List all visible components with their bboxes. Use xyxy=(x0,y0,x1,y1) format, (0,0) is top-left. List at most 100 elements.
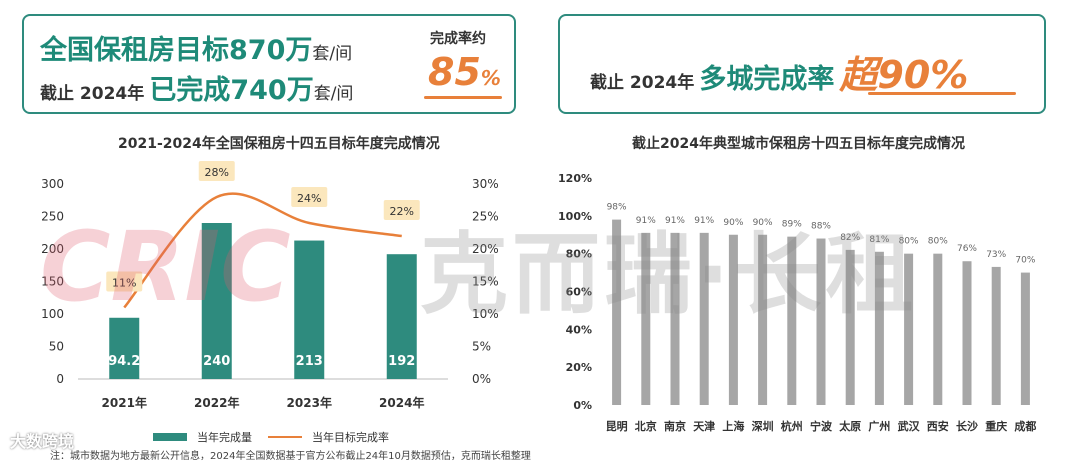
x-tick-label: 天津 xyxy=(693,419,715,433)
target-unit: 套/间 xyxy=(312,44,353,64)
bar-city-rate xyxy=(758,234,768,405)
legend-line-swatch xyxy=(268,436,302,438)
y-tick: 80% xyxy=(566,248,592,261)
bar-city-rate xyxy=(845,249,855,405)
y-right-tick: 25% xyxy=(472,210,499,224)
rate-underline xyxy=(424,96,502,99)
bar-city-rate xyxy=(904,253,914,405)
bar-value-label: 90% xyxy=(753,218,773,228)
y-right-tick: 20% xyxy=(472,242,499,256)
y-tick: 20% xyxy=(566,361,592,374)
x-tick-label: 长沙 xyxy=(956,419,978,433)
brand-watermark: 大数跨境 xyxy=(10,432,75,451)
chart2-title: 截止2024年典型城市保租房十四五目标年度完成情况 xyxy=(632,136,965,152)
cities-big: 超90% xyxy=(839,53,969,97)
bar-value-label: 89% xyxy=(782,220,802,230)
bar-value-label: 80% xyxy=(899,237,919,247)
x-tick-label: 2021年 xyxy=(102,395,147,410)
rate-label: 完成率约 xyxy=(430,31,486,47)
line-value-label: 28% xyxy=(205,166,229,179)
footnote: 注：城市数据为地方最新公开信息，2024年全国数据基于官方公布截止24年10月数… xyxy=(50,451,531,462)
target-line: 全国保租房目标870万套/间 xyxy=(40,28,352,67)
line-label-bg xyxy=(383,200,420,220)
x-tick-label: 2023年 xyxy=(287,395,332,410)
bar-completion xyxy=(294,240,325,379)
bar-city-rate xyxy=(933,253,943,405)
x-tick-label: 重庆 xyxy=(985,419,1007,433)
line-label-bg xyxy=(198,161,235,181)
bar-city-rate xyxy=(1020,272,1030,405)
x-tick-label: 2024年 xyxy=(379,395,424,410)
bar-city-rate xyxy=(787,236,797,405)
y-tick: 40% xyxy=(566,323,592,336)
legend-line-label: 当年目标完成率 xyxy=(312,431,389,444)
y-left-tick: 50 xyxy=(49,340,64,354)
line-label-bg xyxy=(291,187,328,207)
bar-city-rate xyxy=(670,232,680,405)
bar-value-label: 76% xyxy=(957,244,977,254)
x-tick-label: 广州 xyxy=(868,419,890,433)
bar-city-rate xyxy=(641,232,651,405)
x-tick-label: 西安 xyxy=(927,419,949,433)
legend-bar: 当年完成量 xyxy=(153,429,252,445)
y-tick: 100% xyxy=(558,210,592,223)
legend-bar-label: 当年完成量 xyxy=(197,431,252,444)
summary-box-national: 全国保租房目标870万套/间 截止 2024年 已完成740万套/间 完成率约 … xyxy=(22,14,516,114)
y-right-tick: 5% xyxy=(472,340,491,354)
x-tick-label: 成都 xyxy=(1014,419,1036,433)
completed-number: 740万 xyxy=(230,75,314,106)
bar-value-label: 98% xyxy=(607,203,627,213)
line-label-bg xyxy=(106,271,143,292)
rate-percent-sign: % xyxy=(480,66,501,90)
bar-completion xyxy=(386,254,417,379)
cities-line: 截止 2024年 多城完成率 超90% xyxy=(590,44,968,99)
bar-value-label: 192 xyxy=(388,354,415,369)
bar-value-label: 81% xyxy=(869,235,889,245)
bar-city-rate xyxy=(991,266,1001,405)
chart-national-completion: 0 50 100 150 200 250 300 0% 5% 10% 15% 20% 25% 30% 94.… xyxy=(41,161,499,410)
x-tick-label: 昆明 xyxy=(606,420,628,433)
bar-value-label: 91% xyxy=(665,216,685,226)
completed-line: 截止 2024年 已完成740万套/间 xyxy=(40,68,353,107)
y-left-tick: 0 xyxy=(56,372,64,386)
rate-value: 85% xyxy=(428,50,501,94)
x-tick-label: 上海 xyxy=(722,419,744,433)
bar-value-label: 91% xyxy=(636,216,656,226)
y-tick: 60% xyxy=(566,286,592,299)
bar-value-label: 94.2 xyxy=(108,354,140,369)
rate-number: 85 xyxy=(428,50,481,94)
bar-city-rate xyxy=(816,238,826,405)
legend-bar-swatch xyxy=(153,433,187,441)
cities-prefix: 截止 2024年 xyxy=(590,73,695,93)
line-value-label: 11% xyxy=(112,277,136,290)
y-right-tick: 15% xyxy=(472,275,499,289)
y-left-tick: 300 xyxy=(41,177,64,191)
legend-line: 当年目标完成率 xyxy=(268,429,389,445)
line-value-label: 22% xyxy=(390,205,414,218)
chart-city-completion: 0% 20% 40% 60% 80% 100% 120% 98% 昆明 91% 北京 91% 南京 91%… xyxy=(558,172,1036,433)
bar-value-label: 82% xyxy=(840,233,860,243)
bar-completion xyxy=(109,317,140,379)
target-prefix: 全国保租房目标 xyxy=(40,35,229,66)
x-tick-label: 南京 xyxy=(664,419,686,433)
summary-box-cities: 截止 2024年 多城完成率 超90% xyxy=(558,14,1046,114)
bar-value-label: 80% xyxy=(928,237,948,247)
bar-value-label: 73% xyxy=(986,250,1006,260)
y-right-tick: 10% xyxy=(472,307,499,321)
bar-value-label: 240 xyxy=(203,354,230,369)
cities-underline xyxy=(868,92,1016,95)
x-tick-label: 北京 xyxy=(635,419,657,433)
y-left-tick: 250 xyxy=(41,210,64,224)
completed-prefix: 截止 2024年 xyxy=(40,84,145,104)
bar-city-rate xyxy=(699,232,709,405)
line-value-label: 24% xyxy=(297,192,321,205)
bar-city-rate xyxy=(612,219,622,405)
bar-value-label: 88% xyxy=(811,222,831,232)
y-right-tick: 30% xyxy=(472,177,499,191)
target-number: 870万 xyxy=(229,35,313,66)
bar-city-rate xyxy=(962,261,972,405)
x-tick-label: 武汉 xyxy=(898,419,921,433)
y-left-tick: 200 xyxy=(41,242,64,256)
bar-city-rate xyxy=(728,234,738,405)
x-tick-label: 杭州 xyxy=(781,419,803,433)
